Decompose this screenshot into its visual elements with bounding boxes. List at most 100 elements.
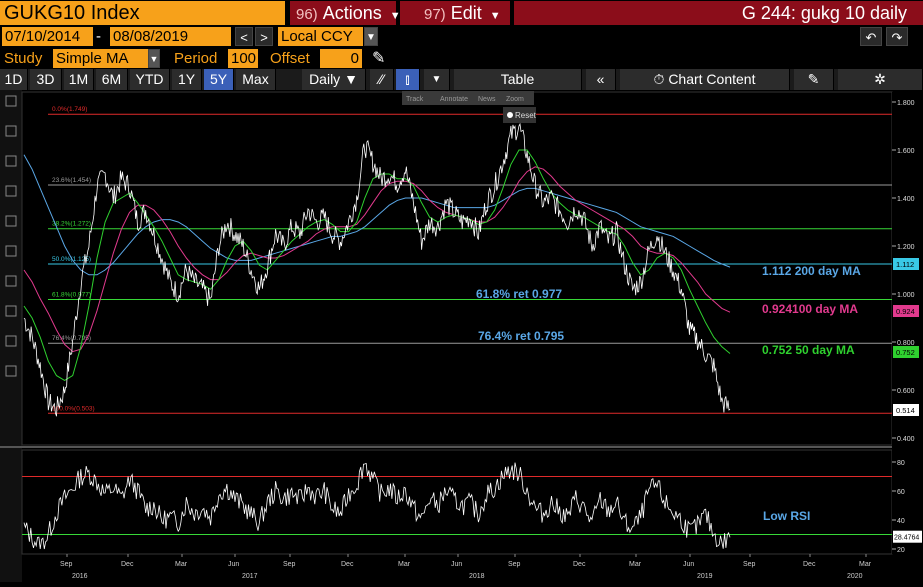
range-6m[interactable]: 6M (96, 69, 128, 90)
range-5y[interactable]: 5Y (204, 69, 234, 90)
end-date-field[interactable]: 08/08/2019 (110, 27, 231, 46)
last-value-tag (893, 346, 919, 358)
last-value-tag (893, 305, 919, 317)
x-year-label: 2019 (697, 573, 713, 580)
fib-label: 0.0%(1.749) (52, 106, 87, 113)
date-separator: - (96, 28, 101, 45)
last-value-label: 0.752 (896, 348, 915, 357)
y-tick-label: 0.800 (897, 340, 915, 347)
x-month-label: Dec (573, 561, 586, 568)
zoom-tool[interactable]: Zoom (506, 96, 524, 103)
last-value-label: 0.514 (896, 406, 915, 415)
line-tool-icon[interactable] (5, 155, 17, 167)
x-month-label: Jun (228, 561, 239, 568)
redo-icon[interactable]: ↷ (886, 27, 908, 46)
period-label: Period (174, 50, 218, 67)
chart-tools-bar (402, 91, 534, 105)
chevron-down-icon[interactable]: ▼ (424, 69, 450, 90)
rsi-y-tick-label: 60 (897, 489, 905, 496)
chart-annotation: 61.8% ret 0.977 (476, 287, 562, 301)
chevron-down-icon: ▼ (389, 10, 401, 22)
rsi-y-tick-label: 40 (897, 518, 905, 525)
reset-label: Reset (515, 111, 537, 120)
offset-field[interactable]: 0 (320, 49, 362, 68)
table-button[interactable]: Table (454, 69, 582, 90)
study-dropdown[interactable]: Simple MA (53, 49, 148, 68)
trash-icon[interactable] (5, 365, 17, 377)
news-tool[interactable]: News (478, 96, 496, 103)
range-max[interactable]: Max (236, 69, 276, 90)
chart-annotation: 0.752 50 day MA (762, 343, 855, 357)
edit-label: Edit (450, 3, 482, 23)
actions-label: Actions (322, 3, 382, 23)
y-axis-area (892, 92, 923, 554)
track-tool[interactable]: Track (406, 96, 424, 103)
range-3d[interactable]: 3D (30, 69, 62, 90)
range-1y[interactable]: 1Y (172, 69, 202, 90)
period-field[interactable]: 100 (228, 49, 258, 68)
magnet-icon[interactable] (5, 335, 17, 347)
rsi-series-line (23, 462, 731, 550)
ticker-field[interactable]: GUKG10 Index (0, 1, 285, 25)
y-tick-label: 1.800 (897, 100, 915, 107)
bar-chart-icon[interactable]: ⫾ (396, 69, 420, 90)
fib-label: 50.0%(1.125) (52, 256, 91, 263)
chart-svg[interactable]: 0.0%(1.749) 23.6%(1.454) 38.2%(1.272) 50.0%… (0, 90, 923, 582)
200-day-ma-line (23, 154, 731, 276)
chevron-down-icon[interactable]: ▼ (148, 49, 160, 68)
x-year-label: 2018 (469, 573, 485, 580)
x-year-label: 2020 (847, 573, 863, 580)
chart-tools: Track Annotate News Zoom Reset (402, 91, 537, 123)
chart-annotation: 76.4% ret 0.795 (478, 329, 564, 343)
y-tick-label: 0.400 (897, 436, 915, 443)
x-month-label: Jun (683, 561, 694, 568)
lock-icon[interactable] (5, 305, 17, 317)
rsi-last-value-tag (893, 530, 922, 543)
text-tool-icon[interactable] (5, 215, 17, 227)
range-ytd[interactable]: YTD (130, 69, 170, 90)
currency-dropdown[interactable]: Local CCY (278, 27, 363, 46)
last-value-label: 0.924 (896, 307, 915, 316)
y-tick-label: 1.600 (897, 148, 915, 155)
last-value-label: 1.112 (896, 260, 914, 269)
reset-button[interactable] (503, 107, 536, 123)
gear-icon[interactable]: ✲ (838, 69, 923, 90)
prev-button[interactable]: < (235, 27, 253, 46)
eraser-icon[interactable] (5, 275, 17, 287)
x-month-label: Sep (60, 561, 73, 568)
chevron-down-icon[interactable]: ▼ (364, 27, 378, 46)
cursor-icon[interactable] (5, 95, 17, 107)
range-1d[interactable]: 1D (0, 69, 28, 90)
line-chart-icon[interactable]: ⁄⁄ (370, 69, 394, 90)
fib-tool-icon[interactable] (5, 185, 17, 197)
annotate-tool[interactable]: Annotate (440, 96, 468, 103)
chart-content-button[interactable]: ⏱ Chart Content (620, 69, 790, 90)
range-toolbar: 1D 3D 1M 6M YTD 1Y 5Y Max Daily ▼ ⁄⁄ ⫾ ▼ Table … (0, 69, 923, 90)
offset-label: Offset (270, 50, 310, 67)
x-month-label: Sep (283, 561, 296, 568)
crosshair-icon[interactable] (5, 125, 17, 137)
last-value-tag (893, 258, 919, 270)
edit-menu-button[interactable]: 97) Edit ▼ (400, 1, 510, 25)
chevron-down-icon: ▼ (489, 10, 501, 22)
100-day-ma-line (23, 166, 731, 353)
x-month-label: Mar (629, 561, 642, 568)
fib-label: 38.2%(1.272) (52, 221, 91, 228)
chart-area: 0.0%(1.749) 23.6%(1.454) 38.2%(1.272) 50.0%… (0, 90, 923, 582)
shape-tool-icon[interactable] (5, 245, 17, 257)
reset-icon (507, 112, 513, 118)
frequency-dropdown[interactable]: Daily ▼ (302, 69, 366, 90)
edit-icon[interactable]: ✎ (794, 69, 834, 90)
range-1m[interactable]: 1M (64, 69, 94, 90)
actions-menu-button[interactable]: 96) Actions ▼ (290, 1, 401, 25)
chart-annotation: 0.924100 day MA (762, 302, 858, 316)
pencil-icon[interactable]: ✎ (372, 50, 386, 67)
undo-icon[interactable]: ↶ (860, 27, 882, 46)
collapse-icon[interactable]: « (586, 69, 616, 90)
start-date-field[interactable]: 07/10/2014 (2, 27, 93, 46)
x-month-label: Mar (859, 561, 872, 568)
x-month-label: Mar (175, 561, 188, 568)
x-month-label: Dec (121, 561, 134, 568)
y-tick-label: 1.200 (897, 244, 915, 251)
next-button[interactable]: > (255, 27, 273, 46)
